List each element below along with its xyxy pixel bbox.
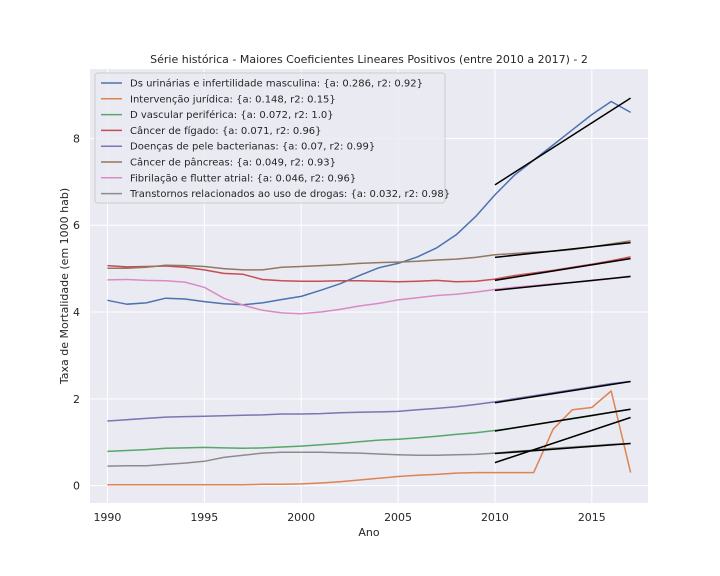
series-lines xyxy=(107,100,632,486)
x-tick-label: 1990 xyxy=(93,511,121,524)
x-tick-label: 1995 xyxy=(190,511,218,524)
y-axis-label: Taxa de Mortalidade (em 1000 hab) xyxy=(58,188,71,385)
series-line-4 xyxy=(107,256,631,283)
trend-line-2 xyxy=(494,416,631,464)
legend-box xyxy=(94,72,446,204)
trend-line-3 xyxy=(494,408,631,432)
trend-line-6 xyxy=(494,241,631,259)
trend-line-5 xyxy=(494,380,631,404)
y-tick-label: 2 xyxy=(73,393,80,406)
series-line-8 xyxy=(107,442,631,467)
legend: Ds urinárias e infertilidade masculina: … xyxy=(94,72,450,204)
legend-label-7: Fibrilação e flutter atrial: {a: 0.046, … xyxy=(130,173,356,184)
x-tick-label: 2005 xyxy=(384,511,412,524)
x-tick-label: 2010 xyxy=(481,511,509,524)
legend-label-3: D vascular periférica: {a: 0.072, r2: 1.… xyxy=(130,109,334,121)
legend-label-5: Doenças de pele bacterianas: {a: 0.07, r… xyxy=(130,142,375,153)
legend-label-8: Transtornos relacionados ao uso de droga… xyxy=(129,189,450,200)
trend-line-8 xyxy=(494,442,631,455)
series-line-2 xyxy=(107,390,632,486)
legend-label-2: Intervenção jurídica: {a: 0.148, r2: 0.1… xyxy=(130,93,336,105)
legend-label-6: Câncer de pâncreas: {a: 0.049, r2: 0.93} xyxy=(130,157,336,169)
trend-line-7 xyxy=(494,275,631,292)
legend-label-4: Câncer de fígado: {a: 0.071, r2: 0.96} xyxy=(130,125,322,137)
x-axis-label: Ano xyxy=(358,526,379,539)
y-tick-label: 6 xyxy=(73,219,80,232)
y-tick-label: 4 xyxy=(73,306,80,319)
x-tick-label: 2015 xyxy=(578,511,606,524)
series-line-5 xyxy=(107,380,631,422)
y-tick-label: 0 xyxy=(73,480,80,493)
chart-title: Série histórica - Maiores Coeficientes L… xyxy=(150,53,588,66)
trend-lines xyxy=(494,97,631,464)
y-axis-ticks: 0 2 4 6 8 xyxy=(73,132,80,492)
x-tick-label: 2000 xyxy=(287,511,315,524)
legend-label-1: Ds urinárias e infertilidade masculina: … xyxy=(130,78,423,90)
trend-line-1 xyxy=(494,97,631,186)
y-tick-label: 8 xyxy=(73,132,80,145)
series-line-1 xyxy=(107,100,631,306)
x-axis-ticks: 1990 1995 2000 2005 2010 2015 xyxy=(93,511,605,524)
trend-line-4 xyxy=(494,257,631,282)
